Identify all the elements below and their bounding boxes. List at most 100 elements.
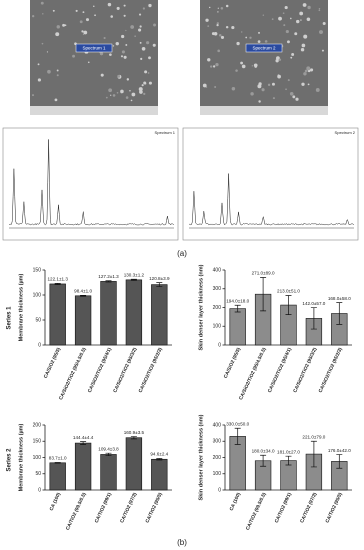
particle	[278, 16, 282, 21]
value-label: 271.0±89.0	[252, 271, 275, 276]
y-tick-label: 100	[33, 292, 42, 298]
particle	[285, 29, 289, 34]
value-label: 194.0±18.0	[226, 298, 249, 303]
particle	[47, 69, 51, 74]
particle	[303, 34, 308, 39]
spectrum-line	[8, 139, 175, 226]
particle	[300, 47, 305, 52]
x-tick-label: CA/TiO2 (99/1)	[94, 491, 113, 524]
particle	[207, 58, 211, 62]
particle	[287, 79, 290, 82]
spectrum-panel	[2, 127, 179, 241]
x-tick-label: CA/SiO2/TiO2 (95/4/1)	[87, 346, 113, 393]
particle	[289, 91, 294, 96]
particle	[315, 88, 320, 92]
series-label: Series 2	[7, 448, 13, 472]
error-bar	[336, 454, 343, 469]
y-tick-label: 50	[35, 471, 41, 477]
particle	[258, 100, 261, 103]
value-label: 142.0±57.0	[302, 301, 325, 306]
particle	[32, 15, 35, 18]
sem-images: Spectrum 1 Spectrum 2	[30, 0, 328, 115]
particle	[262, 14, 265, 16]
particle	[138, 28, 142, 32]
particle	[147, 72, 150, 74]
particle	[300, 19, 302, 21]
bar	[151, 284, 168, 346]
particle	[304, 69, 308, 73]
x-tick-label: CA/TiO2 (95/5)	[325, 491, 344, 524]
value-label: 160.9±3.5	[124, 430, 145, 435]
panel-label: (b)	[177, 538, 187, 547]
particle	[125, 44, 128, 46]
y-tick-label: 0	[38, 487, 41, 493]
particle	[318, 9, 321, 12]
value-label: 127.2±1.3	[98, 274, 119, 279]
bar	[74, 442, 92, 491]
particle	[41, 42, 44, 45]
particle	[123, 14, 126, 17]
spectrum-tag: Spectrum 1	[82, 46, 106, 51]
error-bar	[234, 427, 241, 445]
particle	[296, 19, 300, 24]
y-axis-label: Membrane thickness (µm)	[18, 424, 24, 492]
particle	[257, 84, 262, 89]
bar	[74, 295, 92, 346]
error-bar	[285, 455, 292, 466]
particle	[207, 25, 210, 28]
particle	[117, 74, 121, 78]
particle	[82, 11, 85, 14]
error-bar	[260, 277, 267, 312]
particle	[72, 54, 76, 58]
y-tick-label: 0	[218, 342, 221, 348]
particle	[275, 59, 279, 63]
particle	[213, 31, 218, 36]
particle	[212, 65, 216, 68]
spectrum-tag: Spectrum 2	[252, 46, 276, 51]
y-tick-label: 0	[38, 342, 41, 348]
particle	[295, 97, 299, 101]
particle	[129, 90, 131, 92]
particle	[143, 92, 146, 95]
particle	[231, 25, 235, 30]
y-tick-label: 300	[213, 286, 222, 292]
particle	[37, 78, 41, 82]
error-bar	[156, 458, 163, 461]
particle	[94, 14, 96, 17]
bar	[49, 283, 66, 346]
particle	[220, 35, 225, 39]
value-label: 120.8±3.9	[149, 276, 170, 281]
value-label: 330.0±50.0	[226, 421, 249, 426]
value-label: 109.4±3.8	[98, 446, 119, 451]
particle	[79, 20, 83, 24]
particle	[250, 92, 254, 96]
particle	[231, 87, 236, 91]
value-label: 176.0±42.0	[328, 448, 351, 453]
y-tick-label: 400	[213, 267, 222, 273]
particle	[138, 87, 143, 92]
particle	[123, 55, 127, 59]
particle	[93, 5, 95, 8]
particle	[116, 91, 119, 94]
bar	[125, 437, 143, 491]
particle	[52, 9, 55, 12]
particle	[271, 82, 275, 86]
particle	[112, 94, 116, 97]
bar	[49, 462, 66, 491]
value-label: 83.7±1.0	[49, 456, 67, 461]
error-bar	[310, 440, 317, 468]
particle	[218, 34, 222, 37]
particle	[214, 86, 217, 89]
x-tick-label: CA/SiO2/TiO2 (95/3/2)	[292, 346, 318, 393]
x-tick-label: CA/TiO2 (99/1)	[274, 491, 293, 524]
y-tick-label: 0	[218, 487, 221, 493]
particle	[249, 36, 252, 39]
particle	[322, 22, 326, 26]
particle	[40, 1, 44, 5]
particle	[290, 56, 293, 59]
particle	[301, 82, 305, 86]
value-label: 180.0±34.0	[252, 448, 275, 453]
error-bar	[285, 295, 292, 315]
particle	[81, 30, 84, 33]
